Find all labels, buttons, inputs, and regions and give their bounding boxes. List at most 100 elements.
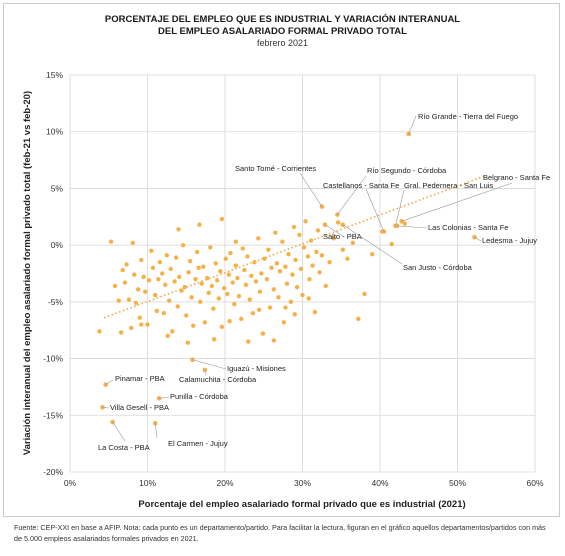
data-point	[264, 276, 270, 282]
data-point	[185, 340, 190, 345]
data-point	[307, 276, 312, 282]
data-point	[137, 315, 142, 320]
y-axis-tick-labels: -20% -15% -10% -5% 0% 5% 10% 15%	[43, 70, 63, 477]
data-point	[273, 230, 278, 235]
label-leader-line	[337, 175, 367, 215]
label-leader-line	[192, 359, 227, 370]
label-leader-line	[159, 396, 170, 399]
data-point	[186, 270, 191, 275]
data-point	[266, 247, 271, 252]
data-point	[194, 249, 200, 255]
data-point	[167, 298, 172, 303]
data-point	[257, 289, 263, 294]
y-tick-label: -15%	[43, 410, 63, 420]
data-point	[331, 236, 336, 241]
trend-line	[103, 175, 485, 319]
point-label: Villa Gesell - PBA	[110, 403, 169, 412]
data-point	[306, 296, 311, 301]
data-point	[170, 329, 175, 334]
data-point	[193, 276, 198, 282]
point-label: Gral. Pedernera - San Luis	[404, 181, 493, 190]
data-point	[211, 306, 216, 311]
point-label: Calamuchita - Córdoba	[179, 375, 257, 384]
point-label: Río Segundo - Córdoba	[367, 166, 447, 175]
data-point	[281, 320, 287, 325]
y-axis-label: Variación interanual del empleo asalaria…	[22, 91, 33, 455]
data-point	[230, 280, 235, 285]
data-point	[157, 259, 163, 265]
point-label: Las Colonias - Santa Fe	[428, 223, 508, 232]
data-point	[145, 322, 150, 327]
data-point	[242, 267, 247, 273]
data-point	[133, 300, 139, 306]
data-point	[163, 282, 168, 288]
data-point	[97, 329, 102, 334]
data-point	[293, 257, 298, 263]
data-point	[129, 325, 134, 331]
point-label: Pinamar - PBA	[115, 374, 165, 383]
data-point	[327, 259, 332, 265]
data-point	[222, 286, 227, 291]
point-label: La Costa - PBA	[98, 443, 150, 452]
data-point	[232, 301, 237, 307]
label-leader-line	[105, 379, 114, 385]
point-label: Ledesma - Jujuy	[482, 236, 537, 245]
data-point	[184, 313, 189, 318]
point-label: Santo Tomé - Corrientes	[235, 164, 316, 173]
y-tick-label: 0%	[51, 240, 64, 250]
data-points	[97, 131, 477, 426]
data-point	[274, 261, 280, 266]
x-axis-tick-labels: 0% 10% 20% 30% 40% 50% 60%	[64, 478, 544, 488]
data-point	[215, 278, 220, 283]
data-point	[154, 308, 159, 314]
data-point	[211, 337, 217, 342]
x-tick-label: 30%	[294, 478, 311, 488]
data-point	[298, 266, 304, 272]
y-tick-label: -20%	[43, 467, 63, 477]
data-point	[149, 248, 154, 254]
data-point	[176, 227, 181, 232]
data-point	[283, 305, 288, 310]
data-point	[256, 307, 262, 312]
data-point	[262, 256, 267, 261]
data-point	[260, 331, 266, 336]
data-point	[402, 221, 407, 226]
data-point	[239, 316, 244, 322]
point-label: Río Grande - Tierra del Fuego	[418, 112, 518, 121]
x-tick-label: 60%	[526, 478, 543, 488]
data-point	[118, 330, 124, 335]
data-point	[233, 239, 239, 244]
data-point	[297, 232, 302, 238]
data-point	[284, 281, 290, 286]
data-point	[139, 322, 144, 327]
data-point	[271, 338, 277, 343]
y-tick-label: 5%	[51, 183, 64, 193]
data-point	[120, 267, 125, 273]
label-leader-line	[474, 236, 482, 242]
data-point	[319, 253, 325, 258]
data-point	[202, 320, 208, 325]
data-point	[180, 242, 186, 248]
data-point	[156, 276, 161, 282]
x-tick-label: 20%	[216, 478, 233, 488]
label-leader-line	[395, 189, 405, 226]
data-point	[165, 333, 170, 339]
data-point	[142, 289, 148, 294]
label-leader-line	[408, 115, 417, 135]
data-point	[189, 295, 194, 300]
data-point	[218, 269, 223, 274]
chart-title: PORCENTAJE DEL EMPLEO QUE ES INDUSTRIAL …	[0, 14, 565, 37]
data-point	[132, 272, 137, 277]
data-point	[172, 279, 177, 284]
data-point	[245, 254, 250, 259]
label-leader-line	[299, 172, 323, 207]
data-point	[389, 241, 394, 247]
data-point	[233, 263, 239, 268]
data-point	[235, 275, 240, 281]
data-point	[168, 266, 173, 272]
data-point	[173, 255, 179, 260]
y-tick-label: 15%	[46, 70, 63, 80]
data-point	[122, 280, 128, 285]
data-point	[126, 297, 132, 302]
data-point	[219, 324, 225, 330]
